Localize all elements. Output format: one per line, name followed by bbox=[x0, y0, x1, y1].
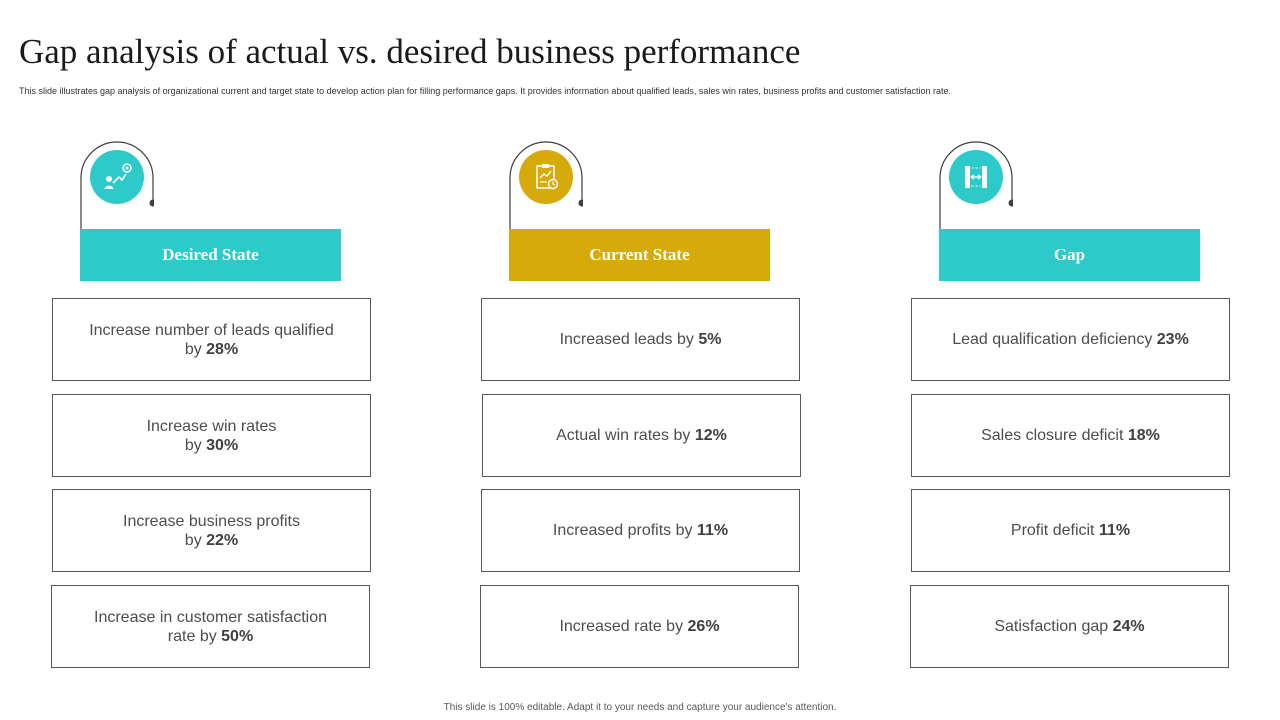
current-state-header: Current State bbox=[509, 229, 770, 281]
target-growth-icon bbox=[90, 150, 144, 204]
connector-arc bbox=[80, 141, 154, 231]
page-subtitle: This slide illustrates gap analysis of o… bbox=[19, 86, 952, 96]
connector-arc bbox=[509, 141, 583, 231]
gap-profits-card: Profit deficit 11% bbox=[911, 489, 1230, 572]
current-satisfaction-card: Increased rate by 26% bbox=[480, 585, 799, 668]
desired-satisfaction-card: Increase in customer satisfaction rate by… bbox=[51, 585, 370, 668]
report-chart-icon bbox=[519, 150, 573, 204]
gap-satisfaction-card: Satisfaction gap 24% bbox=[910, 585, 1229, 668]
current-win-rates-card: Actual win rates by 12% bbox=[482, 394, 801, 477]
current-profits-card: Increased profits by 11% bbox=[481, 489, 800, 572]
gap-leads-card: Lead qualification deficiency 23% bbox=[911, 298, 1230, 381]
current-leads-card: Increased leads by 5% bbox=[481, 298, 800, 381]
desired-profits-card: Increase business profits by 22% bbox=[52, 489, 371, 572]
desired-leads-card: Increase number of leads qualified by 28% bbox=[52, 298, 371, 381]
connector-arc bbox=[939, 141, 1013, 231]
page-title: Gap analysis of actual vs. desired busin… bbox=[19, 32, 801, 71]
gap-win-rates-card: Sales closure deficit 18% bbox=[911, 394, 1230, 477]
desired-state-header: Desired State bbox=[80, 229, 341, 281]
gap-measure-icon bbox=[949, 150, 1003, 204]
footer-note: This slide is 100% editable. Adapt it to… bbox=[443, 702, 837, 713]
desired-win-rates-card: Increase win rates by 30% bbox=[52, 394, 371, 477]
gap-header: Gap bbox=[939, 229, 1200, 281]
